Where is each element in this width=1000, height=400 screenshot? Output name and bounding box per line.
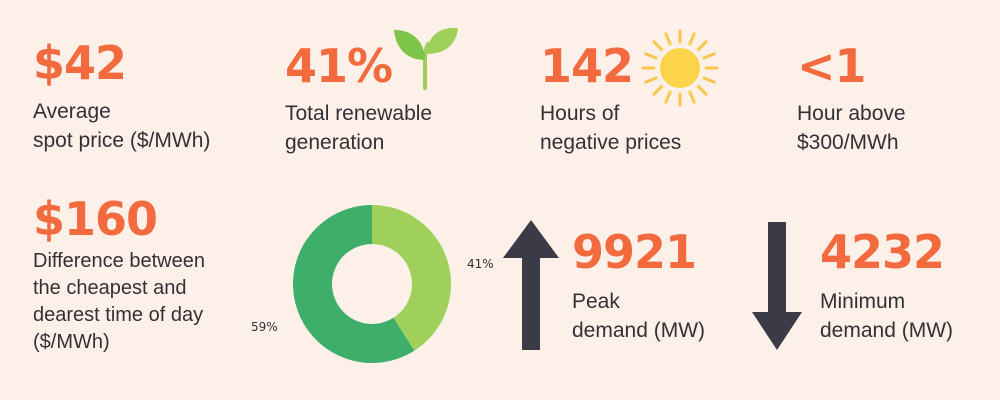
min-demand-label: Minimum demand (MW) [820, 290, 954, 342]
donut-label-other: 59% [251, 320, 278, 334]
arrow-down-icon [752, 222, 802, 350]
stat-min-demand: 4232 Minimum demand (MW) [820, 229, 953, 345]
average-price-label: Average spot price ($/MWh) [33, 100, 211, 152]
min-demand-value: 4232 [820, 225, 945, 279]
sun-icon [641, 29, 719, 107]
donut-label-renewable: 41% [467, 257, 494, 271]
stat-renewable: 41% Total renewable generation [285, 43, 432, 157]
price-difference-value: $160 [33, 192, 158, 246]
stat-peak-demand: 9921 Peak demand (MW) [572, 229, 705, 345]
peak-demand-value: 9921 [572, 225, 697, 279]
renewable-donut-chart [293, 205, 451, 363]
donut-slice-0 [372, 205, 451, 351]
renewable-label: Total renewable generation [285, 102, 433, 154]
average-price-value: $42 [33, 36, 127, 90]
price-difference-label: Difference between the cheapest and dear… [33, 250, 205, 353]
sprout-icon [394, 27, 458, 90]
high-price-hours-value: <1 [797, 39, 867, 93]
negative-hours-value: 142 [540, 39, 634, 93]
donut-slice-1 [293, 205, 415, 363]
negative-hours-label: Hours of negative prices [540, 102, 682, 154]
stat-price-difference: $160 Difference between the cheapest and… [33, 196, 205, 356]
stat-average-price: $42 Average spot price ($/MWh) [33, 40, 210, 155]
renewable-value: 41% [285, 39, 393, 93]
arrow-up-icon [503, 220, 559, 350]
peak-demand-label: Peak demand (MW) [572, 290, 706, 342]
high-price-hours-label: Hour above $300/MWh [797, 102, 906, 154]
stat-high-price-hours: <1 Hour above $300/MWh [797, 43, 906, 157]
stat-negative-hours: 142 Hours of negative prices [540, 43, 681, 157]
